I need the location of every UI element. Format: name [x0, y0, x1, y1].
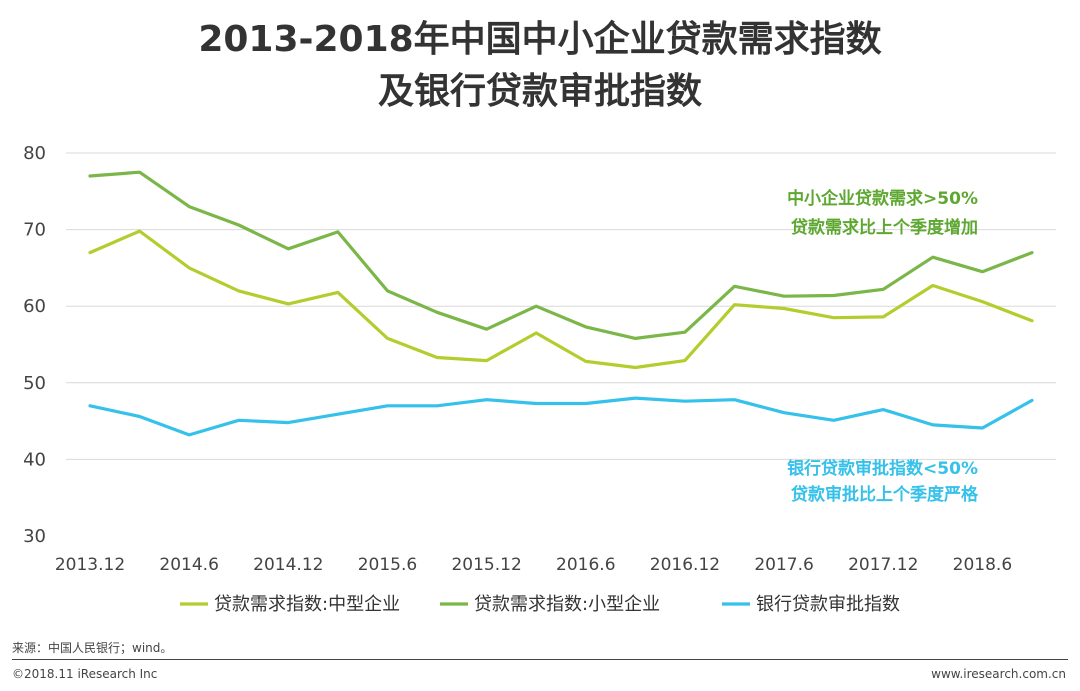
x-tick-label: 2013.12: [55, 555, 125, 575]
annotation-line1: 中小企业贷款需求>50%: [787, 188, 978, 209]
website: www.iresearch.com.cn: [931, 667, 1066, 681]
grid-layer: [66, 152, 1056, 460]
source-note: 来源：中国人民银行；wind。: [12, 641, 173, 655]
y-tick-label: 50: [23, 373, 46, 394]
y-tick-label: 60: [23, 296, 46, 317]
x-tick-label: 2015.6: [358, 555, 417, 575]
x-axis-ticks: 2013.12 2014.6 2014.12 2015.6 2015.12 2016.6 2…: [55, 555, 1012, 575]
x-tick-label: 2018.6: [953, 555, 1012, 575]
chart-title: 2013-2018年中国中小企业贷款需求指数 及银行贷款审批指数: [0, 14, 1080, 118]
series-line-2: [88, 170, 1034, 340]
copyright: ©2018.11 iResearch Inc: [12, 667, 158, 681]
series-line-3: [88, 396, 1034, 437]
y-tick-label: 30: [23, 526, 46, 547]
annotation-line2: 贷款审批比上个季度严格: [791, 484, 979, 505]
x-tick-label: 2016.12: [650, 555, 720, 575]
legend-label-2: 贷款需求指数:小型企业: [474, 594, 660, 615]
annotation-line2: 贷款需求比上个季度增加: [791, 217, 978, 238]
x-tick-label: 2015.12: [451, 555, 521, 575]
y-tick-label: 70: [23, 220, 46, 241]
x-tick-label: 2017.12: [848, 555, 918, 575]
x-tick-label: 2014.6: [159, 555, 218, 575]
y-axis-ticks: 30 40 50 60 70 80: [23, 143, 46, 547]
x-tick-label: 2014.12: [253, 555, 323, 575]
legend: 贷款需求指数:中型企业 贷款需求指数:小型企业 银行贷款审批指数: [180, 594, 900, 615]
chart-title-line1: 2013-2018年中国中小企业贷款需求指数: [198, 19, 882, 60]
legend-label-3: 银行贷款审批指数: [756, 594, 900, 615]
legend-label-1: 贷款需求指数:中型企业: [214, 594, 400, 615]
y-tick-label: 40: [23, 449, 46, 470]
chart-title-line2: 及银行贷款审批指数: [377, 71, 702, 112]
series-line-1: [88, 229, 1034, 370]
x-tick-label: 2017.6: [754, 555, 813, 575]
annotation-line1: 银行贷款审批指数<50%: [787, 458, 978, 479]
y-tick-label: 80: [23, 143, 46, 164]
footer-divider: [12, 659, 1068, 660]
series-layer: [88, 170, 1034, 437]
x-tick-label: 2016.6: [556, 555, 615, 575]
